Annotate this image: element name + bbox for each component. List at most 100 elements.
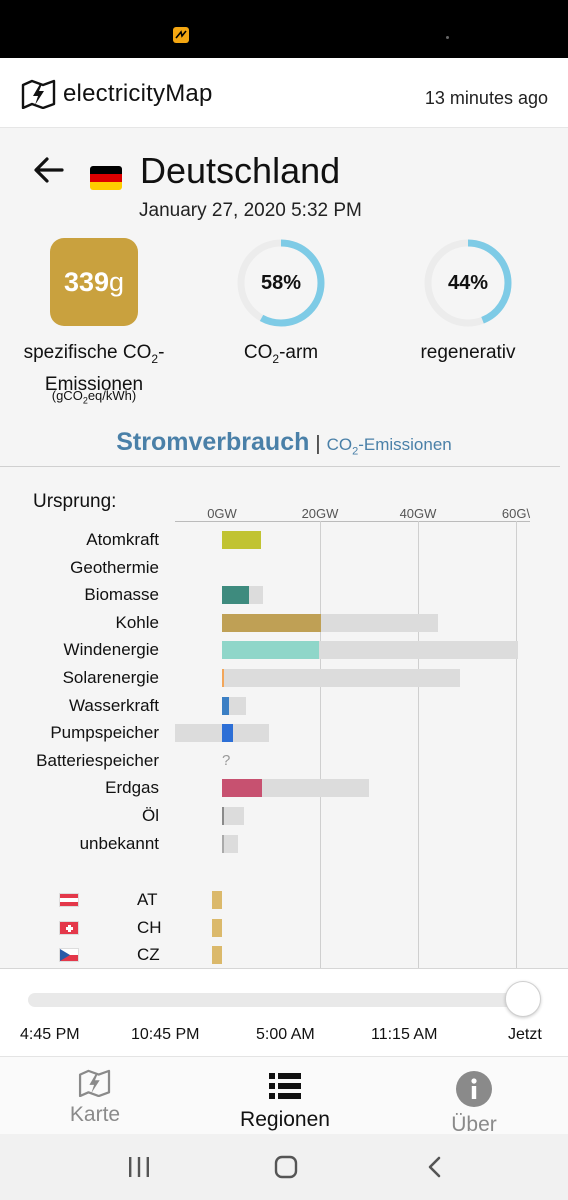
status-dot-icon bbox=[446, 36, 449, 39]
category-label: Atomkraft bbox=[86, 530, 159, 549]
timeline-tick: 5:00 AM bbox=[256, 1026, 315, 1043]
co2-label-dash: - bbox=[158, 342, 165, 363]
exchange-label: AT bbox=[137, 890, 158, 909]
recent-apps-icon[interactable] bbox=[128, 1157, 150, 1177]
nav-item-regions[interactable]: Regionen bbox=[230, 1073, 340, 1132]
co2-intensity-box: 339 g bbox=[50, 238, 138, 326]
production-bar bbox=[222, 641, 320, 660]
nav-label-about: Über bbox=[451, 1113, 497, 1136]
timeline-track[interactable] bbox=[28, 993, 522, 1007]
last-updated: 13 minutes ago bbox=[424, 88, 548, 108]
production-bar bbox=[222, 669, 224, 687]
capacity-bar bbox=[222, 669, 461, 687]
home-icon[interactable] bbox=[274, 1155, 298, 1179]
system-navigation-bar bbox=[0, 1134, 568, 1200]
tab-electricity-consumption[interactable]: Stromverbrauch bbox=[116, 428, 310, 456]
co2-intensity-value: 339 bbox=[63, 266, 110, 297]
gridline bbox=[418, 521, 419, 968]
co2-unit-pre: (gCO bbox=[51, 388, 83, 403]
chart-title: Ursprung: bbox=[33, 491, 117, 512]
section-divider bbox=[0, 466, 560, 467]
tab-co2-text: CO bbox=[326, 435, 353, 454]
category-label: Solarenergie bbox=[62, 668, 159, 687]
renewable-gauge[interactable]: 44% bbox=[423, 238, 513, 328]
nav-label-map: Karte bbox=[69, 1103, 121, 1126]
co2-unit-post: eq/kWh) bbox=[87, 388, 137, 403]
tab-co2-post: -Emissionen bbox=[358, 435, 452, 454]
zone-datetime: January 27, 2020 5:32 PM bbox=[139, 200, 362, 221]
capacity-bar bbox=[222, 807, 244, 825]
category-label: Biomasse bbox=[84, 585, 159, 605]
status-bar bbox=[0, 0, 568, 58]
production-bar bbox=[222, 724, 233, 743]
x-tick-label: 40GW bbox=[399, 506, 437, 521]
exchange-bar bbox=[212, 891, 222, 909]
timeline-thumb[interactable] bbox=[505, 981, 541, 1017]
production-bar bbox=[222, 696, 229, 715]
co2-unit-sub: 2 bbox=[82, 395, 88, 406]
renewable-percent: 44% bbox=[447, 271, 489, 294]
low-carbon-gauge[interactable]: 58% bbox=[236, 238, 326, 328]
capacity-bar bbox=[222, 834, 238, 853]
app-header: electricityMap 13 minutes ago bbox=[0, 58, 568, 128]
austria-flag-icon bbox=[59, 893, 79, 907]
low-carbon-label-sub: 2 bbox=[272, 351, 280, 366]
category-label: Batteriespeicher bbox=[36, 750, 159, 770]
timeline-tick: 4:45 PM bbox=[20, 1026, 80, 1043]
x-tick-label: 60G\ bbox=[501, 506, 531, 521]
germany-flag-icon bbox=[90, 166, 122, 190]
low-carbon-label-text: CO bbox=[243, 342, 273, 363]
switzerland-flag-icon bbox=[59, 921, 79, 935]
production-bar bbox=[222, 613, 321, 632]
renewable-label: regenerativ bbox=[420, 342, 516, 363]
unknown-value-marker: ? bbox=[222, 751, 231, 769]
low-carbon-percent: 58% bbox=[260, 271, 302, 294]
timeline-tick: 10:45 PM bbox=[131, 1026, 200, 1043]
nav-item-about[interactable]: Über bbox=[434, 1071, 514, 1137]
co2-label-text: spezifische CO bbox=[23, 342, 152, 363]
nav-item-map[interactable]: Karte bbox=[55, 1069, 135, 1127]
co2-intensity-label: spezifische CO2- Emissionen bbox=[10, 340, 178, 398]
exchange-bar bbox=[212, 946, 222, 965]
back-nav-icon[interactable] bbox=[426, 1156, 442, 1178]
x-tick-label: 20GW bbox=[301, 506, 339, 521]
bottom-navigation: Karte Regionen Über bbox=[0, 1056, 568, 1137]
country-title: Deutschland bbox=[140, 150, 341, 191]
gridline bbox=[320, 521, 321, 968]
tab-co2-emissions[interactable]: CO2-Emissionen bbox=[326, 435, 452, 458]
list-icon bbox=[269, 1073, 301, 1099]
notification-icon bbox=[173, 27, 189, 43]
category-label: Öl bbox=[142, 806, 159, 825]
category-label: Wasserkraft bbox=[68, 695, 159, 715]
category-label: unbekannt bbox=[79, 833, 159, 853]
category-label: Pumpspeicher bbox=[50, 723, 159, 743]
tab-co2-sub: 2 bbox=[352, 445, 359, 458]
back-arrow-icon[interactable] bbox=[32, 153, 66, 187]
production-bar bbox=[222, 531, 262, 549]
czech-flag-icon bbox=[59, 948, 79, 962]
timeline-tick: 11:15 AM bbox=[371, 1026, 438, 1043]
timeline-panel bbox=[0, 968, 568, 1056]
gridline bbox=[516, 521, 517, 968]
mode-tabs: Stromverbrauch | CO2-Emissionen bbox=[0, 428, 568, 457]
co2-intensity-unit-label: (gCO2eq/kWh) bbox=[14, 388, 174, 406]
low-carbon-label-post: -arm bbox=[279, 342, 319, 363]
electricitymap-logo-icon bbox=[21, 79, 56, 109]
category-label: Erdgas bbox=[105, 778, 159, 798]
x-tick-label: 0GW bbox=[207, 506, 237, 521]
exchange-bar bbox=[212, 918, 222, 937]
exchange-label: CH bbox=[137, 917, 162, 937]
production-bar bbox=[222, 586, 250, 605]
map-icon bbox=[78, 1069, 111, 1098]
category-label: Windenergie bbox=[63, 640, 159, 660]
production-bar bbox=[222, 779, 263, 798]
production-bar bbox=[222, 834, 224, 853]
nav-label-regions: Regionen bbox=[240, 1108, 330, 1131]
low-carbon-label: CO2-arm bbox=[211, 340, 351, 372]
timeline-tick-now: Jetzt bbox=[508, 1026, 542, 1043]
co2-intensity-unit: g bbox=[109, 266, 125, 297]
capacity-bar bbox=[174, 724, 270, 743]
app-name: electricityMap bbox=[63, 80, 213, 107]
co2-label-sub: 2 bbox=[151, 351, 159, 366]
tab-separator: | bbox=[315, 433, 321, 455]
